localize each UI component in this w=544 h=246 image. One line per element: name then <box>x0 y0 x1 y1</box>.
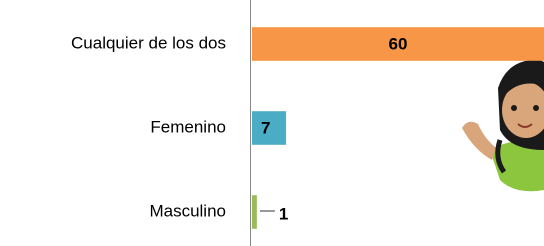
value-label: 60 <box>389 34 408 53</box>
chart: Cualquier de los dos 60 Femenino 7 Masculino… <box>0 0 544 246</box>
value-label: 7 <box>261 118 270 137</box>
y-tick-label: Masculino <box>149 201 226 220</box>
illustration <box>462 60 544 191</box>
y-tick-label: Cualquier de los dos <box>71 33 226 52</box>
girl-eye <box>511 105 517 111</box>
y-tick-label: Femenino <box>150 117 226 136</box>
value-label: 1 <box>279 204 288 223</box>
bar <box>252 195 257 229</box>
girl-eye <box>533 105 539 111</box>
girl-arm <box>462 122 496 160</box>
